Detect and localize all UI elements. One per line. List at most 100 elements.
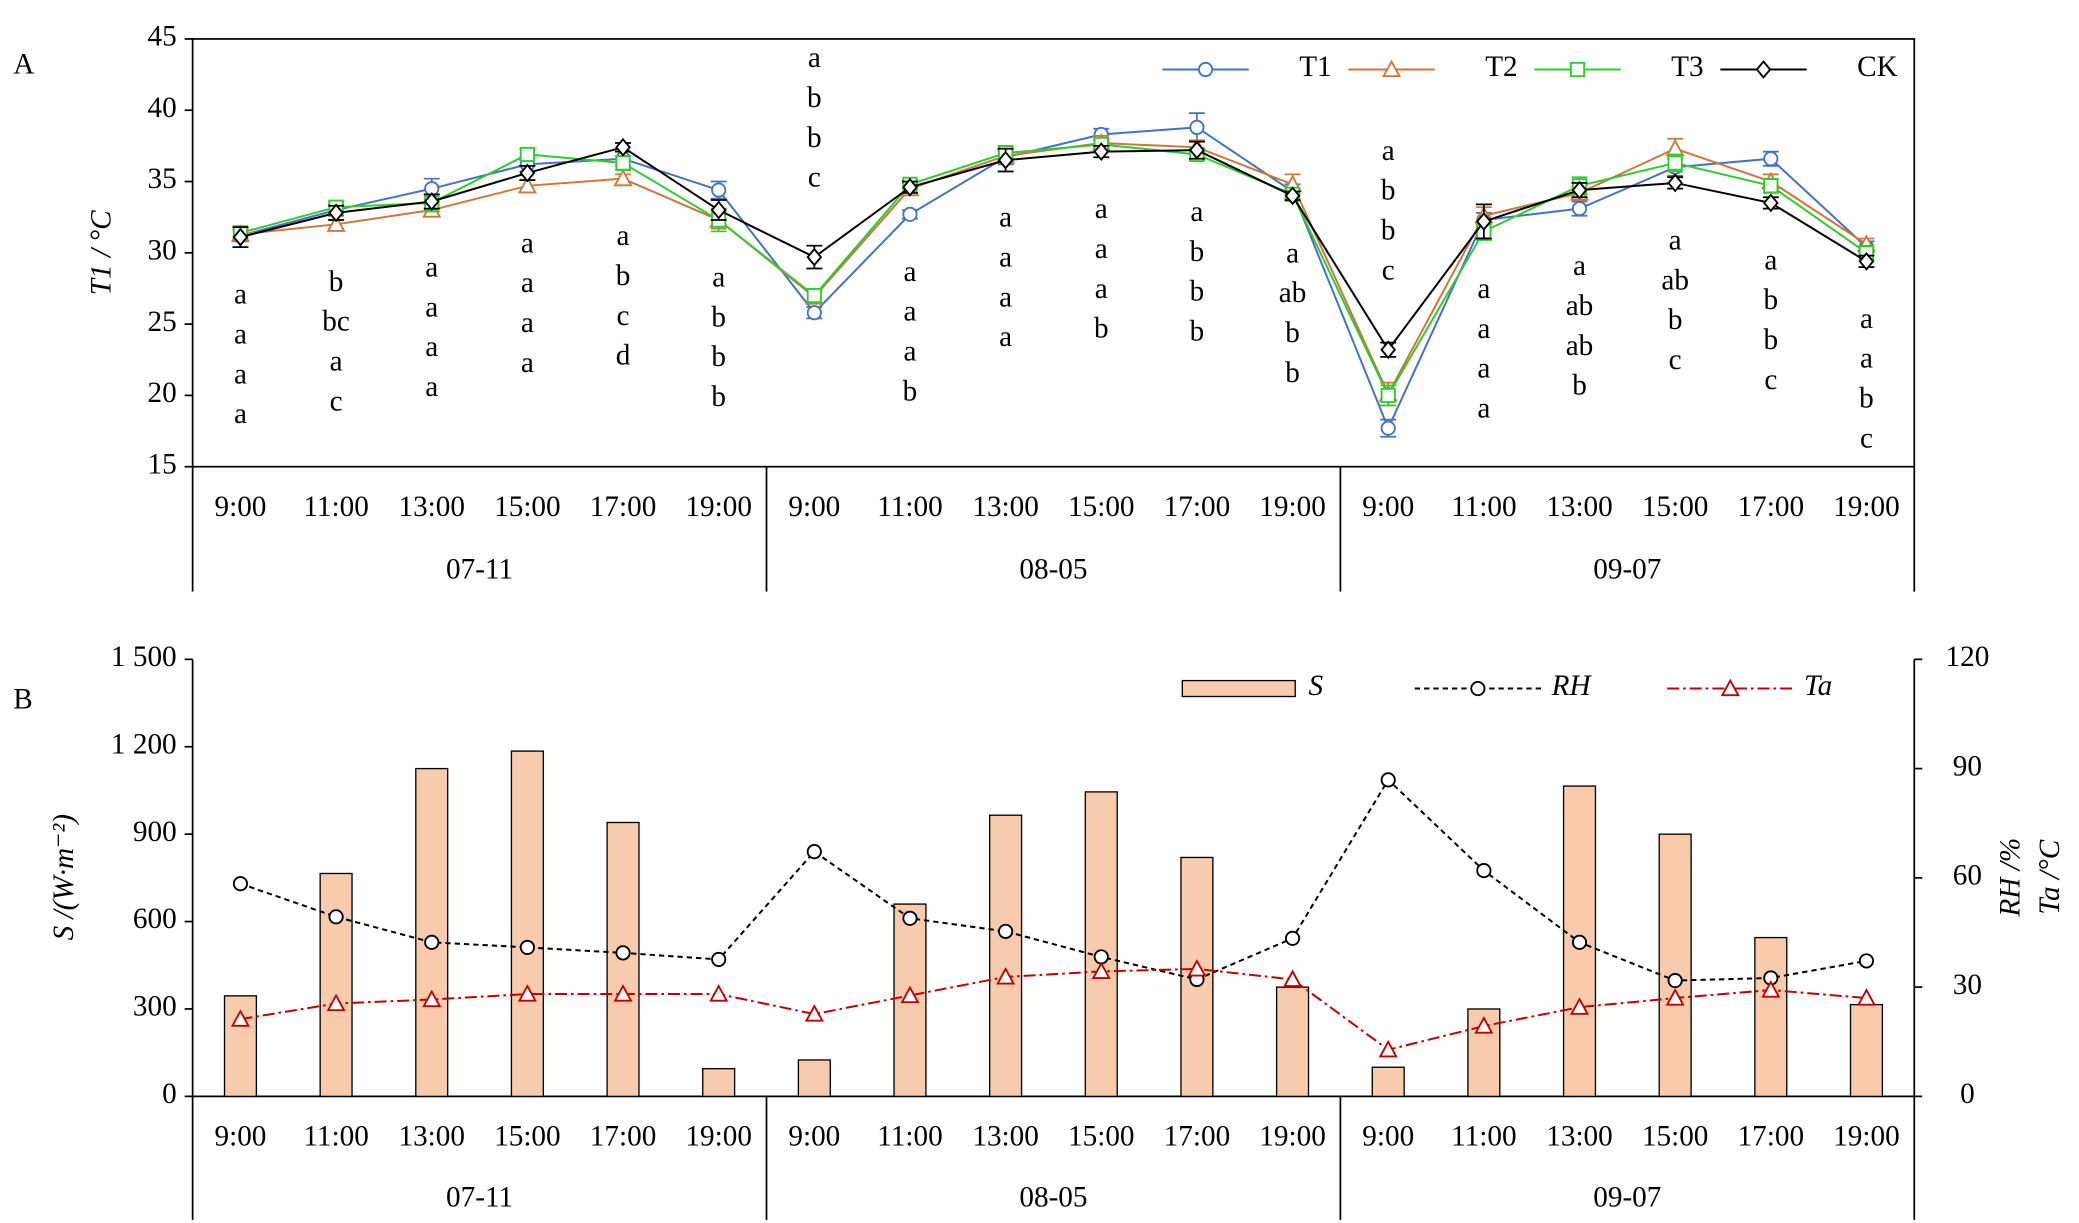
x-tick-label: 17:00: [1164, 1121, 1231, 1153]
significance-letter: a: [712, 262, 725, 294]
marker: [1763, 178, 1779, 194]
significance-letter: a: [903, 256, 916, 288]
marker: [423, 192, 440, 211]
marker: [997, 150, 1014, 170]
significance-letter: a: [521, 267, 534, 299]
x-tick-label: 17:00: [1164, 491, 1231, 523]
marker: [1665, 138, 1685, 157]
significance-letter: a: [234, 318, 247, 350]
bar: [989, 814, 1023, 1098]
group-label: 07-11: [446, 1182, 513, 1214]
marker: [711, 182, 727, 198]
marker: [1380, 340, 1397, 360]
marker: [230, 1009, 250, 1027]
x-tick-label: 9:00: [1362, 491, 1414, 523]
marker: [1665, 988, 1685, 1006]
marker: [1474, 1016, 1494, 1034]
significance-letter: b: [1381, 175, 1396, 207]
x-tick-label: 9:00: [788, 1121, 840, 1153]
significance-letter: a: [521, 307, 534, 339]
significance-letter: a: [1860, 343, 1873, 375]
marker: [1667, 155, 1683, 171]
significance-letter: b: [1190, 276, 1205, 308]
x-tick-label: 11:00: [303, 491, 368, 523]
marker: [328, 909, 344, 925]
y-axis-title: S /(W·m⁻²): [48, 814, 80, 940]
significance-letter: b: [1190, 315, 1205, 347]
y2-tick-label: 120: [1945, 641, 1989, 673]
significance-letter: ab: [1661, 264, 1689, 296]
significance-letter: c: [808, 162, 821, 194]
legend-marker: [1470, 680, 1486, 697]
significance-letter: a: [999, 281, 1012, 313]
marker: [1189, 140, 1205, 160]
significance-letter: a: [1095, 273, 1108, 305]
significance-letter: b: [616, 260, 631, 292]
marker: [519, 939, 535, 955]
significance-letter: a: [617, 220, 630, 252]
significance-letter: a: [1095, 233, 1108, 265]
bar: [1849, 1003, 1884, 1098]
significance-letter: bc: [322, 306, 350, 338]
group-label: 09-07: [1593, 1182, 1661, 1214]
significance-letter: a: [1477, 273, 1490, 305]
significance-letter: a: [903, 296, 916, 328]
bar: [797, 1059, 831, 1098]
significance-letter: a: [1477, 353, 1490, 385]
panel-label: A: [13, 49, 34, 81]
significance-letter: a: [234, 279, 247, 311]
marker: [806, 305, 822, 321]
legend-marker: [1381, 59, 1402, 78]
significance-letter: a: [999, 241, 1012, 273]
marker: [804, 1004, 824, 1022]
marker: [615, 137, 631, 157]
x-tick-label: 17:00: [1738, 1121, 1805, 1153]
marker: [1856, 988, 1876, 1006]
x-tick-label: 11:00: [1451, 491, 1516, 523]
significance-letter: a: [999, 202, 1012, 234]
series-line: [240, 146, 1867, 352]
group-label: 08-05: [1019, 1182, 1087, 1214]
marker: [1858, 251, 1875, 271]
x-tick-label: 17:00: [1738, 491, 1805, 523]
significance-letter: b: [807, 122, 822, 154]
marker: [709, 984, 729, 1002]
marker: [232, 876, 249, 892]
x-tick-label: 9:00: [214, 491, 266, 523]
significance-letter: b: [1572, 370, 1587, 402]
legend-marker: [1720, 678, 1740, 697]
significance-letter: b: [1763, 284, 1778, 316]
y-tick-label: 300: [133, 991, 177, 1023]
significance-letter: c: [1860, 422, 1873, 454]
legend-label: T1: [1299, 51, 1331, 83]
x-tick-label: 13:00: [398, 491, 465, 523]
x-tick-label: 13:00: [972, 491, 1039, 523]
marker: [1380, 420, 1396, 436]
significance-letter: b: [1763, 324, 1778, 356]
y-tick-label: 45: [147, 21, 176, 53]
y-tick-label: 600: [133, 903, 177, 935]
marker: [517, 175, 537, 194]
series-line: [240, 126, 1868, 431]
y-tick-label: 35: [147, 163, 176, 195]
marker: [1476, 862, 1492, 879]
legend-label: S: [1309, 670, 1324, 702]
significance-letter: a: [903, 336, 916, 368]
marker: [328, 203, 344, 223]
marker: [1571, 934, 1588, 950]
marker: [900, 985, 920, 1004]
marker: [806, 247, 823, 267]
significance-letter: a: [1477, 392, 1490, 424]
x-tick-label: 11:00: [1451, 1121, 1516, 1153]
significance-letter: b: [1668, 304, 1683, 336]
significance-letter: b: [711, 301, 726, 333]
marker: [519, 163, 536, 183]
significance-letter: b: [1190, 236, 1205, 268]
x-tick-label: 13:00: [398, 1121, 465, 1153]
y-tick-label: 20: [147, 377, 176, 409]
x-tick-label: 11:00: [877, 1121, 942, 1153]
y-tick-label: 30: [147, 235, 176, 267]
significance-letter: b: [1094, 313, 1109, 345]
series-line: [240, 142, 1867, 397]
